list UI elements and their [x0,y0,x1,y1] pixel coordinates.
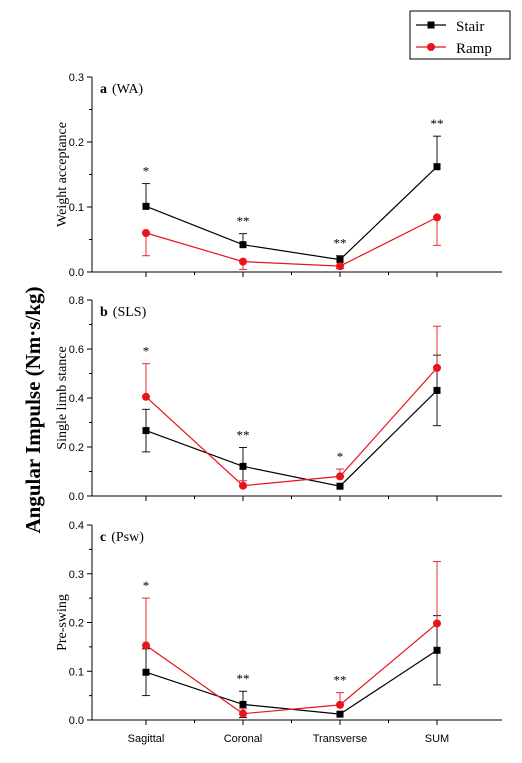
panel-y-axis-label: Pre-swing [55,594,70,651]
significance-marker: ** [237,214,250,229]
significance-marker: * [143,344,150,359]
data-point [433,363,441,372]
y-tick-label: 0.2 [69,442,84,454]
significance-marker: ** [431,116,444,131]
series-line [145,623,438,715]
y-tick-label: 0.1 [69,666,84,678]
legend-box [409,10,511,60]
legend-marker-stair [427,21,435,29]
series-stair [142,135,441,264]
data-point [239,257,247,266]
y-tick-label: 0.3 [69,72,84,84]
panel-tag: (WA) [112,82,143,97]
data-point [142,641,150,650]
x-tick-label: Coronal [224,733,263,745]
significance-marker: ** [334,673,347,688]
panel-y-axis-label: Weight acceptance [55,122,70,227]
data-point [433,619,441,628]
significance-marker: * [143,164,150,179]
x-tick-label: Transverse [313,733,368,745]
y-tick-label: 0.4 [69,520,84,532]
x-tick-label: SUM [425,733,449,745]
legend-label-ramp: Ramp [456,41,492,57]
series-ramp [142,213,441,271]
series-ramp [142,325,441,490]
data-point [433,386,441,394]
data-point [239,481,247,490]
y-tick-label: 0.2 [69,137,84,149]
main-y-axis-label: Angular Impulse (Nm·s/kg) [21,287,45,534]
y-tick-label: 0.2 [69,618,84,630]
panel-title: c (Psw) [100,530,144,545]
x-tick-label: Sagittal [128,733,165,745]
data-point [239,462,247,470]
data-point [433,213,441,222]
panel-title: b (SLS) [100,305,147,320]
panel-letter: a [100,82,107,97]
significance-marker: * [337,449,344,464]
y-tick-label: 0.4 [69,393,84,405]
data-point [336,256,344,264]
legend: Stair Ramp [409,10,511,60]
y-tick-label: 0.0 [69,715,84,727]
series-line [145,367,438,487]
y-tick-label: 0.1 [69,202,84,214]
data-point [142,668,150,676]
data-point [336,472,344,481]
series-stair [142,615,441,719]
y-tick-label: 0.0 [69,267,84,279]
data-point [239,241,247,249]
series-line [145,166,438,261]
significance-marker: ** [237,671,250,686]
data-point [142,202,150,210]
significance-marker: * [143,578,150,593]
panel-title: a (WA) [100,82,143,97]
significance-marker: ** [237,427,250,442]
panel-tag: (Psw) [111,530,144,545]
data-point [142,427,150,435]
series-line [145,389,438,487]
data-point [142,392,150,401]
panel-tag: (SLS) [113,305,147,320]
series-ramp [142,561,441,718]
significance-marker: ** [334,236,347,251]
data-point [336,262,344,271]
panel-y-axis-label: Single limb stance [55,346,70,449]
data-point [336,700,344,709]
y-tick-label: 0.8 [69,295,84,307]
panel-b: 0.0 0.2 0.4 0.6 0.8 Single limb stance b (SLS) *… [55,295,502,503]
x-axis-tick-labels: Sagittal Coronal Transverse SUM [128,733,450,745]
data-point [433,646,441,654]
panel-letter: c [100,530,106,545]
data-point [433,163,441,171]
data-point [142,229,150,237]
data-point [336,710,344,718]
data-point [239,700,247,708]
series-line [145,216,438,267]
data-point [239,709,247,718]
legend-marker-ramp [427,43,435,51]
data-point [336,482,344,490]
y-tick-label: 0.0 [69,491,84,503]
panel-letter: b [100,305,108,320]
legend-label-stair: Stair [456,19,484,35]
y-tick-label: 0.3 [69,569,84,581]
series-stair [142,354,441,490]
y-tick-label: 0.6 [69,344,84,356]
